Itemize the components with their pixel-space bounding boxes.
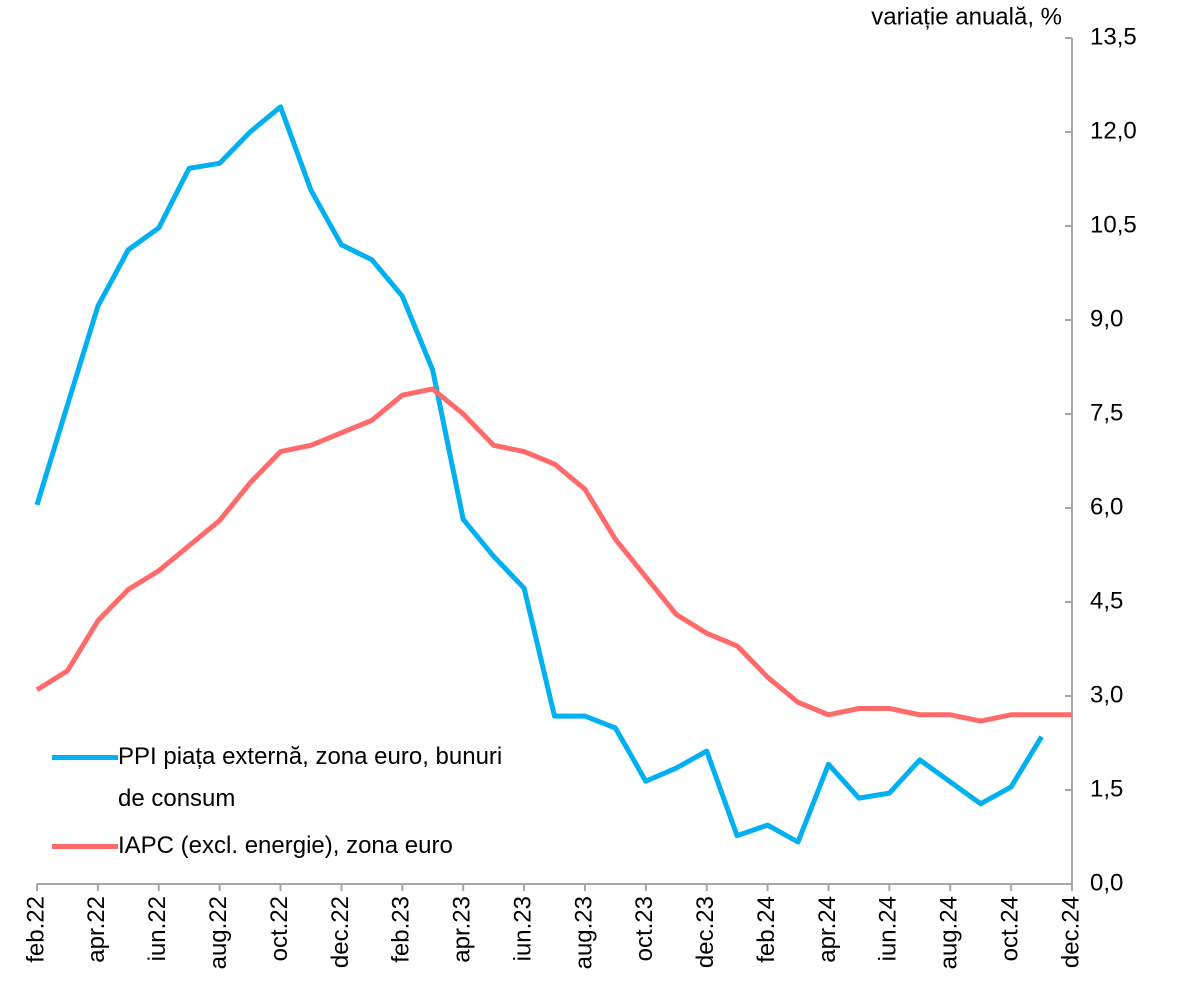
x-tick-label: dec.22 bbox=[327, 896, 354, 968]
y-tick-label: 10,5 bbox=[1090, 211, 1137, 238]
x-tick-label: oct.22 bbox=[266, 896, 293, 961]
legend-swatch bbox=[52, 755, 118, 760]
y-tick-label: 0,0 bbox=[1090, 869, 1123, 896]
y-tick-label: 9,0 bbox=[1090, 305, 1123, 332]
x-tick-label: oct.23 bbox=[631, 896, 658, 961]
y-tick-label: 3,0 bbox=[1090, 681, 1123, 708]
y-tick-label: 7,5 bbox=[1090, 399, 1123, 426]
y-tick-label: 4,5 bbox=[1090, 587, 1123, 614]
y-tick-label: 1,5 bbox=[1090, 775, 1123, 802]
series-line bbox=[34, 104, 1044, 845]
x-tick-label: feb.22 bbox=[22, 896, 49, 963]
legend-entry: PPI piața externă, zona euro, bunuri de … bbox=[52, 736, 508, 820]
x-tick-label: aug.22 bbox=[205, 896, 232, 969]
x-tick-label: dec.23 bbox=[692, 896, 719, 968]
x-tick-label: aug.24 bbox=[936, 896, 963, 969]
y-tick-label: 6,0 bbox=[1090, 493, 1123, 520]
x-tick-label: iun.24 bbox=[875, 896, 902, 961]
x-tick-label: feb.24 bbox=[753, 896, 780, 963]
x-tick-label: aug.23 bbox=[570, 896, 597, 969]
x-tick-label: feb.23 bbox=[388, 896, 415, 963]
x-tick-label: oct.24 bbox=[996, 896, 1023, 961]
y-axis-label: variație anuală, % bbox=[871, 3, 1062, 30]
x-tick-label: apr.22 bbox=[83, 896, 110, 963]
legend-label: PPI piața externă, zona euro, bunuri de … bbox=[118, 743, 503, 812]
legend-swatch bbox=[52, 844, 118, 849]
x-tick-label: iun.22 bbox=[144, 896, 171, 961]
x-tick-label: dec.24 bbox=[1057, 896, 1084, 968]
x-tick-label: apr.23 bbox=[449, 896, 476, 963]
series-line bbox=[35, 386, 1072, 724]
y-tick-label: 13,5 bbox=[1090, 23, 1137, 50]
y-tick-label: 12,0 bbox=[1090, 117, 1137, 144]
legend-label: IAPC (excl. energie), zona euro bbox=[118, 832, 453, 859]
x-tick-label: apr.24 bbox=[814, 896, 841, 963]
legend-entry: IAPC (excl. energie), zona euro bbox=[52, 825, 508, 867]
x-tick-label: iun.23 bbox=[509, 896, 536, 961]
